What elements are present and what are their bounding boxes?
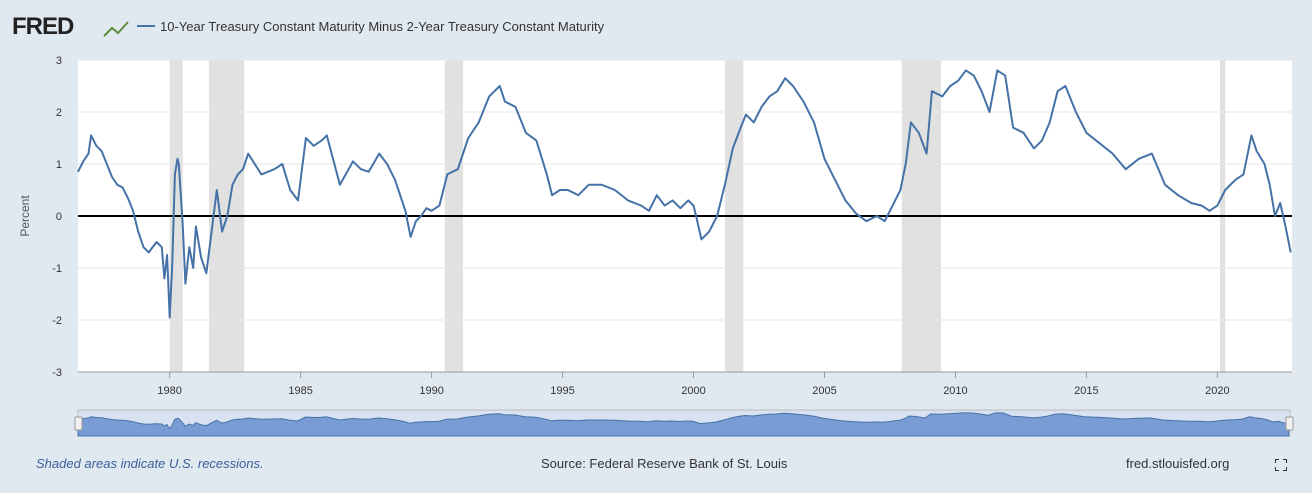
x-tick-label: 1980 xyxy=(157,385,181,397)
site-link[interactable]: fred.stlouisfed.org xyxy=(1126,456,1230,471)
fred-chart-icon xyxy=(103,21,129,37)
y-tick-label: 0 xyxy=(56,211,62,223)
x-tick-label: 1985 xyxy=(288,385,312,397)
source-note: Source: Federal Reserve Bank of St. Loui… xyxy=(541,456,788,471)
x-tick-label: 2000 xyxy=(681,385,705,397)
x-tick-label: 2015 xyxy=(1074,385,1098,397)
y-tick-label: 3 xyxy=(56,55,62,67)
series-title: 10-Year Treasury Constant Maturity Minus… xyxy=(160,19,605,34)
fred-logo[interactable]: FRED xyxy=(12,13,75,40)
x-tick-label: 2020 xyxy=(1205,385,1229,397)
navigator-handle-right[interactable] xyxy=(1285,416,1294,431)
y-axis-label: Percent xyxy=(18,195,32,237)
y-tick-label: -2 xyxy=(52,315,62,327)
x-tick-label: 2010 xyxy=(943,385,967,397)
y-tick-label: 2 xyxy=(56,107,62,119)
x-tick-label: 1995 xyxy=(550,385,574,397)
y-tick-label: 1 xyxy=(56,159,62,171)
y-tick-label: -1 xyxy=(52,263,62,275)
recession-note: Shaded areas indicate U.S. recessions. xyxy=(36,456,264,471)
x-tick-label: 1990 xyxy=(419,385,443,397)
fullscreen-icon[interactable] xyxy=(1275,459,1287,471)
navigator-handle-left[interactable] xyxy=(74,416,83,431)
x-tick-label: 2005 xyxy=(812,385,836,397)
y-tick-label: -3 xyxy=(52,367,62,379)
navigator-area xyxy=(77,412,1290,437)
series-line xyxy=(77,69,1292,319)
